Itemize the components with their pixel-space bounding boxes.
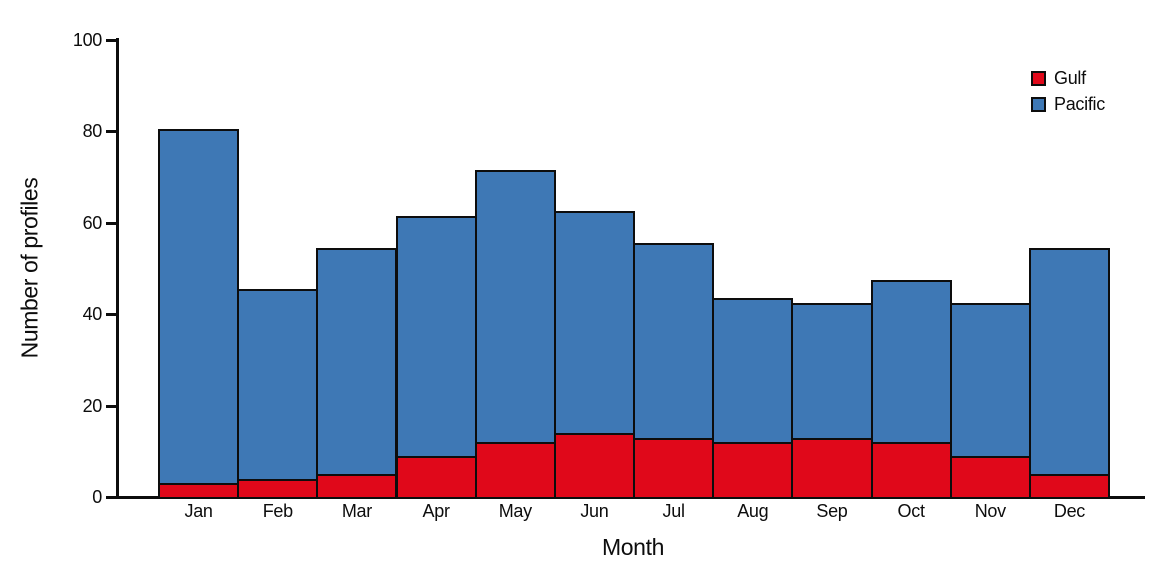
bar-jan-gulf-segment [158, 483, 240, 497]
bar-feb-gulf-segment [237, 478, 319, 497]
x-tick-label-jun: Jun [580, 501, 609, 521]
bar-sep-gulf-segment [791, 437, 873, 497]
y-tick-mark [106, 130, 118, 133]
bar-may-gulf-segment [474, 442, 556, 497]
bar-aug [712, 298, 794, 497]
x-tick-label-mar: Mar [341, 501, 372, 521]
legend-item-pacific: Pacific [1031, 94, 1105, 114]
x-tick-label-sep: Sep [816, 501, 848, 521]
gulf-swatch-icon [1031, 71, 1046, 86]
x-tick-label-dec: Dec [1053, 501, 1086, 521]
bar-sep [791, 302, 873, 497]
bar-apr-gulf-segment [395, 455, 477, 497]
bar-aug-gulf-segment [712, 442, 794, 497]
y-tick-label: 80 [82, 121, 103, 141]
y-tick-label: 60 [82, 212, 103, 233]
legend: Gulf Pacific [1031, 68, 1105, 114]
y-tick-mark [106, 496, 118, 499]
x-axis-line [107, 496, 1145, 499]
bar-dec-gulf-segment [1028, 474, 1111, 497]
bar-mar [316, 247, 398, 497]
bar-oct-gulf-segment [870, 442, 952, 497]
x-axis-title: Month [602, 534, 664, 560]
y-tick-mark [106, 38, 118, 42]
pacific-swatch-icon [1031, 97, 1046, 112]
x-tick-label-aug: Aug [737, 501, 769, 521]
x-tick-label-jul: Jul [662, 501, 685, 521]
bar-jul-gulf-segment [633, 437, 715, 497]
y-tick-label: 40 [82, 304, 103, 324]
bar-jun-gulf-segment [553, 432, 635, 497]
y-tick-mark [106, 404, 118, 408]
y-tick-label: 0 [92, 487, 102, 507]
bar-nov [949, 302, 1031, 497]
x-tick-label-nov: Nov [974, 501, 1006, 521]
x-tick-label-apr: Apr [422, 501, 450, 521]
y-tick-mark [106, 313, 118, 316]
legend-item-gulf: Gulf [1031, 68, 1105, 88]
x-tick-label-feb: Feb [262, 501, 293, 521]
y-tick-label: 20 [82, 395, 103, 416]
x-tick-label-oct: Oct [897, 501, 925, 521]
bar-may [474, 170, 556, 497]
y-axis-title: Number of profiles [16, 177, 43, 359]
bar-mar-gulf-segment [316, 474, 398, 497]
y-tick-label: 100 [72, 29, 102, 50]
bar-jul [633, 243, 715, 497]
bar-apr [395, 215, 477, 497]
bar-dec [1028, 247, 1111, 497]
y-axis-line [116, 38, 119, 498]
x-tick-label-may: May [498, 501, 532, 521]
bar-nov-gulf-segment [949, 455, 1031, 497]
legend-label-gulf: Gulf [1054, 68, 1086, 88]
y-tick-mark [106, 221, 118, 225]
bar-jun [553, 211, 635, 497]
x-tick-label-jan: Jan [184, 501, 213, 521]
bar-oct [870, 279, 952, 497]
legend-label-pacific: Pacific [1054, 94, 1105, 114]
bar-jan [158, 129, 240, 497]
bar-feb [237, 289, 319, 497]
